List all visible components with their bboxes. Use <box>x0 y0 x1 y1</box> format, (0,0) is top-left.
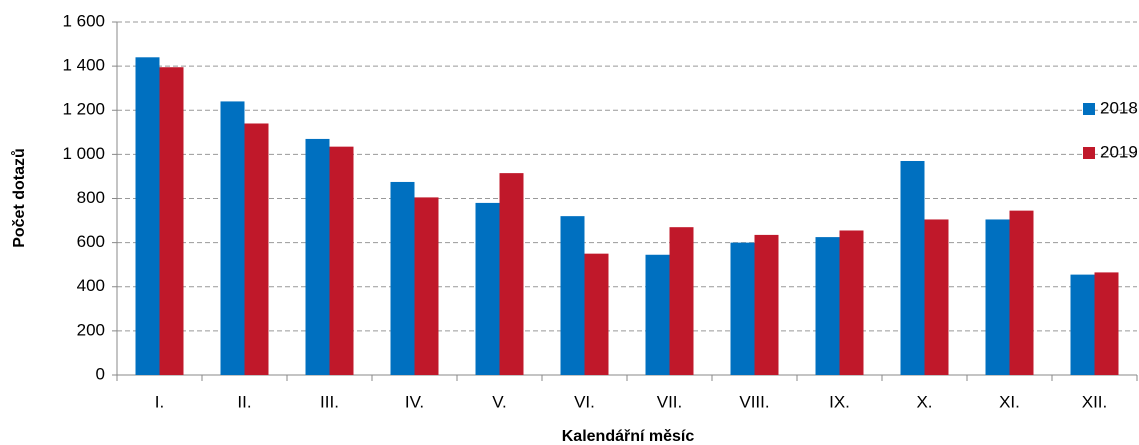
y-tick-label: 200 <box>77 320 105 339</box>
bar <box>730 242 755 375</box>
bar <box>329 146 354 375</box>
y-axis-title: Počet dotazů <box>11 148 28 248</box>
bar <box>1094 272 1119 375</box>
bar <box>924 219 949 375</box>
x-tick-label: V. <box>492 392 507 411</box>
legend-label: 2018 <box>1100 98 1138 117</box>
y-tick-label: 1 600 <box>62 11 105 30</box>
bar <box>584 253 609 375</box>
y-tick-label: 1 000 <box>62 144 105 163</box>
y-tick-label: 1 400 <box>62 56 105 75</box>
bar <box>159 67 184 376</box>
x-tick-label: XI. <box>999 392 1020 411</box>
legend-swatch <box>1083 147 1095 159</box>
bar <box>560 216 585 375</box>
bar <box>390 181 415 375</box>
y-tick-label: 0 <box>96 364 105 383</box>
x-tick-label: II. <box>237 392 251 411</box>
x-tick-label: VI. <box>574 392 595 411</box>
y-tick-label: 1 200 <box>62 100 105 119</box>
x-tick-label: X. <box>916 392 932 411</box>
y-tick-label: 400 <box>77 276 105 295</box>
x-tick-label: IV. <box>405 392 424 411</box>
bar <box>305 138 330 375</box>
bar <box>839 230 864 375</box>
bar <box>669 227 694 375</box>
bar <box>135 57 160 376</box>
bar <box>754 234 779 375</box>
bar <box>220 101 245 376</box>
x-tick-label: XII. <box>1082 392 1108 411</box>
legend-swatch <box>1083 103 1095 115</box>
bar <box>414 197 439 375</box>
bar <box>499 173 524 375</box>
x-tick-label: VII. <box>657 392 683 411</box>
legend-label: 2019 <box>1100 142 1138 161</box>
x-tick-label: IX. <box>829 392 850 411</box>
y-tick-label: 600 <box>77 232 105 251</box>
bar <box>1009 210 1034 375</box>
bar <box>985 219 1010 375</box>
bar <box>645 254 670 375</box>
bar <box>244 123 269 375</box>
bar <box>900 160 925 375</box>
bar <box>815 237 840 375</box>
x-axis-title: Kalendářní měsíc <box>562 428 695 445</box>
y-tick-label: 800 <box>77 188 105 207</box>
bar <box>475 202 500 375</box>
x-tick-label: VIII. <box>739 392 769 411</box>
x-tick-label: I. <box>155 392 164 411</box>
x-tick-label: III. <box>320 392 339 411</box>
bar <box>1070 274 1095 375</box>
